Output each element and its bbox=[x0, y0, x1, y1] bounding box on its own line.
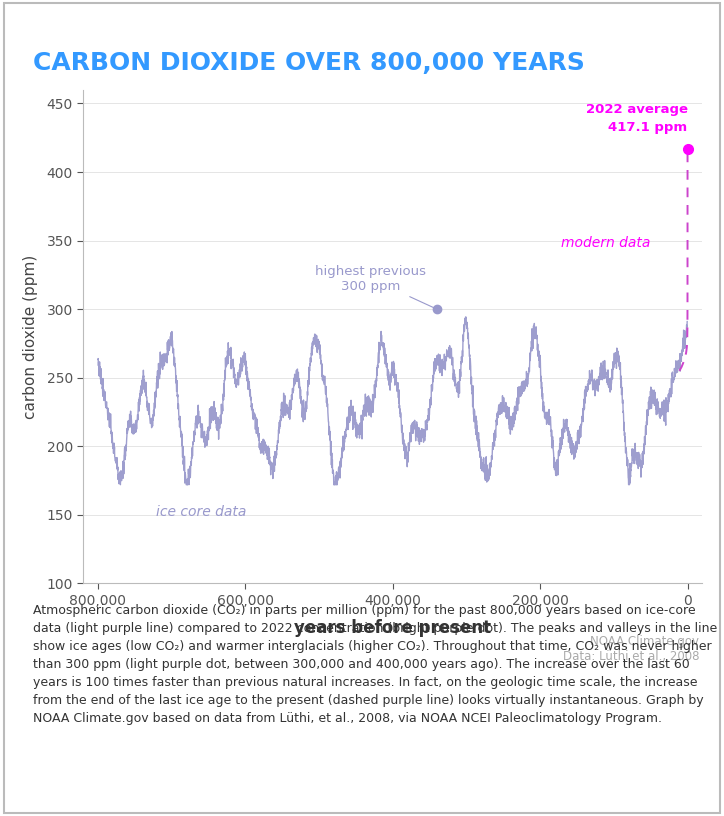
Text: NOAA Climate.gov
Data: Lüthi et al., 2008: NOAA Climate.gov Data: Lüthi et al., 200… bbox=[563, 636, 699, 663]
X-axis label: years before present: years before present bbox=[294, 619, 492, 637]
Y-axis label: carbon dioxide (ppm): carbon dioxide (ppm) bbox=[23, 255, 38, 419]
Text: Atmospheric carbon dioxide (CO₂) in parts per million (ppm) for the past 800,000: Atmospheric carbon dioxide (CO₂) in part… bbox=[33, 604, 717, 725]
Text: ice core data: ice core data bbox=[156, 505, 246, 519]
Text: modern data: modern data bbox=[561, 237, 651, 251]
Text: 417.1 ppm: 417.1 ppm bbox=[608, 121, 688, 134]
Text: CARBON DIOXIDE OVER 800,000 YEARS: CARBON DIOXIDE OVER 800,000 YEARS bbox=[33, 51, 584, 74]
Text: 2022 average: 2022 average bbox=[586, 103, 688, 116]
Text: highest previous
300 ppm: highest previous 300 ppm bbox=[315, 264, 434, 308]
